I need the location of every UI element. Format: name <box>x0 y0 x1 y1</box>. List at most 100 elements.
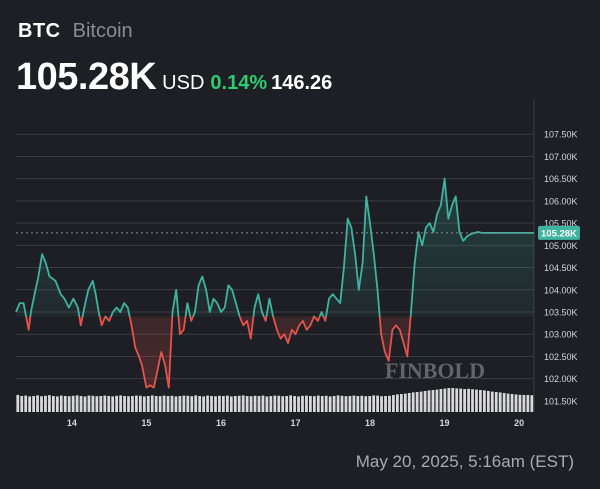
volume-bar <box>79 396 83 412</box>
volume-bar <box>407 393 411 412</box>
volume-bar <box>293 396 296 412</box>
volume-bar <box>348 396 352 412</box>
volume-bar <box>24 395 28 412</box>
y-tick-label: 101.50K <box>544 396 578 406</box>
volume-bar <box>451 388 455 412</box>
volume-bar <box>170 395 174 412</box>
volume-bar <box>249 396 253 412</box>
y-tick-label: 103.00K <box>544 330 578 340</box>
y-tick-label: 107.50K <box>544 130 578 140</box>
volume-bar <box>368 396 372 412</box>
volume-bar <box>107 396 111 412</box>
volume-bar <box>360 395 364 412</box>
volume-bar <box>435 389 439 412</box>
volume-bar <box>285 396 289 412</box>
volume-bar <box>229 396 233 412</box>
y-tick-label: 102.00K <box>544 374 578 384</box>
volume-bar <box>403 393 407 412</box>
volume-bar <box>115 395 119 412</box>
volume-bar <box>439 389 443 412</box>
x-tick-label: 14 <box>67 418 77 428</box>
volume-bar <box>225 395 229 412</box>
volume-bar <box>479 390 482 412</box>
volume-bar <box>182 395 186 412</box>
volume-bar <box>146 396 150 412</box>
volume-bar <box>20 396 24 412</box>
volume-bar <box>482 390 486 412</box>
volume-bar <box>530 395 534 412</box>
volume-bar <box>399 394 403 412</box>
volume-bar <box>506 393 510 412</box>
volume-bar <box>419 391 423 412</box>
volume-bar <box>427 390 431 412</box>
volume-bar <box>494 392 498 412</box>
x-tick-label: 18 <box>365 418 375 428</box>
volume-bar <box>415 392 419 412</box>
volume-bar <box>502 393 506 412</box>
y-tick-label: 102.50K <box>544 352 578 362</box>
volume-bar <box>312 396 316 412</box>
volume-bar <box>380 396 383 412</box>
volume-bars <box>16 388 534 412</box>
asset-ticker: BTC <box>18 20 61 42</box>
volume-bar <box>336 395 340 412</box>
volume-bar <box>526 395 530 412</box>
volume-bar <box>309 396 312 412</box>
volume-bar <box>28 396 32 412</box>
volume-bar <box>514 394 518 412</box>
volume-bar <box>16 395 20 412</box>
volume-bar <box>99 396 103 412</box>
volume-bar <box>190 396 194 412</box>
volume-bar <box>332 396 336 412</box>
y-tick-label: 105.50K <box>544 219 578 229</box>
volume-bar <box>241 395 245 412</box>
area-fill <box>16 178 534 388</box>
volume-bar <box>138 395 142 412</box>
volume-bar <box>455 388 459 412</box>
volume-bar <box>51 396 55 412</box>
price-currency: USD <box>162 72 205 94</box>
volume-bar <box>222 396 225 412</box>
volume-bar <box>111 396 115 412</box>
y-tick-label: 105.00K <box>544 241 578 251</box>
volume-bar <box>443 388 447 412</box>
volume-bar <box>32 396 35 412</box>
volume-bar <box>63 396 67 412</box>
volume-bar <box>194 395 198 412</box>
y-tick-label: 106.00K <box>544 196 578 206</box>
volume-bar <box>210 396 213 412</box>
volume-bar <box>522 395 526 412</box>
volume-bar <box>158 396 162 412</box>
volume-bar <box>202 396 206 412</box>
volume-bar <box>237 395 241 412</box>
volume-bar <box>178 396 182 412</box>
price-change-percent: 0.14% <box>210 72 268 94</box>
price-line-up <box>15 177 534 317</box>
volume-bar <box>198 396 202 412</box>
volume-bar <box>316 395 320 412</box>
volume-bar <box>340 395 344 412</box>
volume-bar <box>344 396 348 412</box>
volume-bar <box>44 395 47 412</box>
volume-bar <box>320 396 324 412</box>
finbold-watermark: FINBOLD <box>385 358 485 383</box>
volume-bar <box>40 396 43 412</box>
volume-bar <box>127 396 130 412</box>
volume-bar <box>486 391 490 412</box>
x-tick-label: 16 <box>216 418 226 428</box>
timestamp: May 20, 2025, 5:16am (EST) <box>355 452 574 471</box>
y-tick-label: 104.50K <box>544 263 578 273</box>
volume-bar <box>297 396 300 412</box>
current-price-tag: 105.28K <box>538 225 580 240</box>
volume-bar <box>498 392 502 412</box>
volume-bar <box>388 395 391 412</box>
volume-bar <box>423 391 427 412</box>
volume-bar <box>131 396 134 412</box>
volume-bar <box>75 395 79 412</box>
current-price: 105.28K <box>16 56 157 98</box>
volume-bar <box>518 394 522 412</box>
volume-bar <box>174 396 178 412</box>
volume-bar <box>150 395 154 412</box>
volume-bar <box>396 394 399 412</box>
asset-name: Bitcoin <box>72 20 133 42</box>
